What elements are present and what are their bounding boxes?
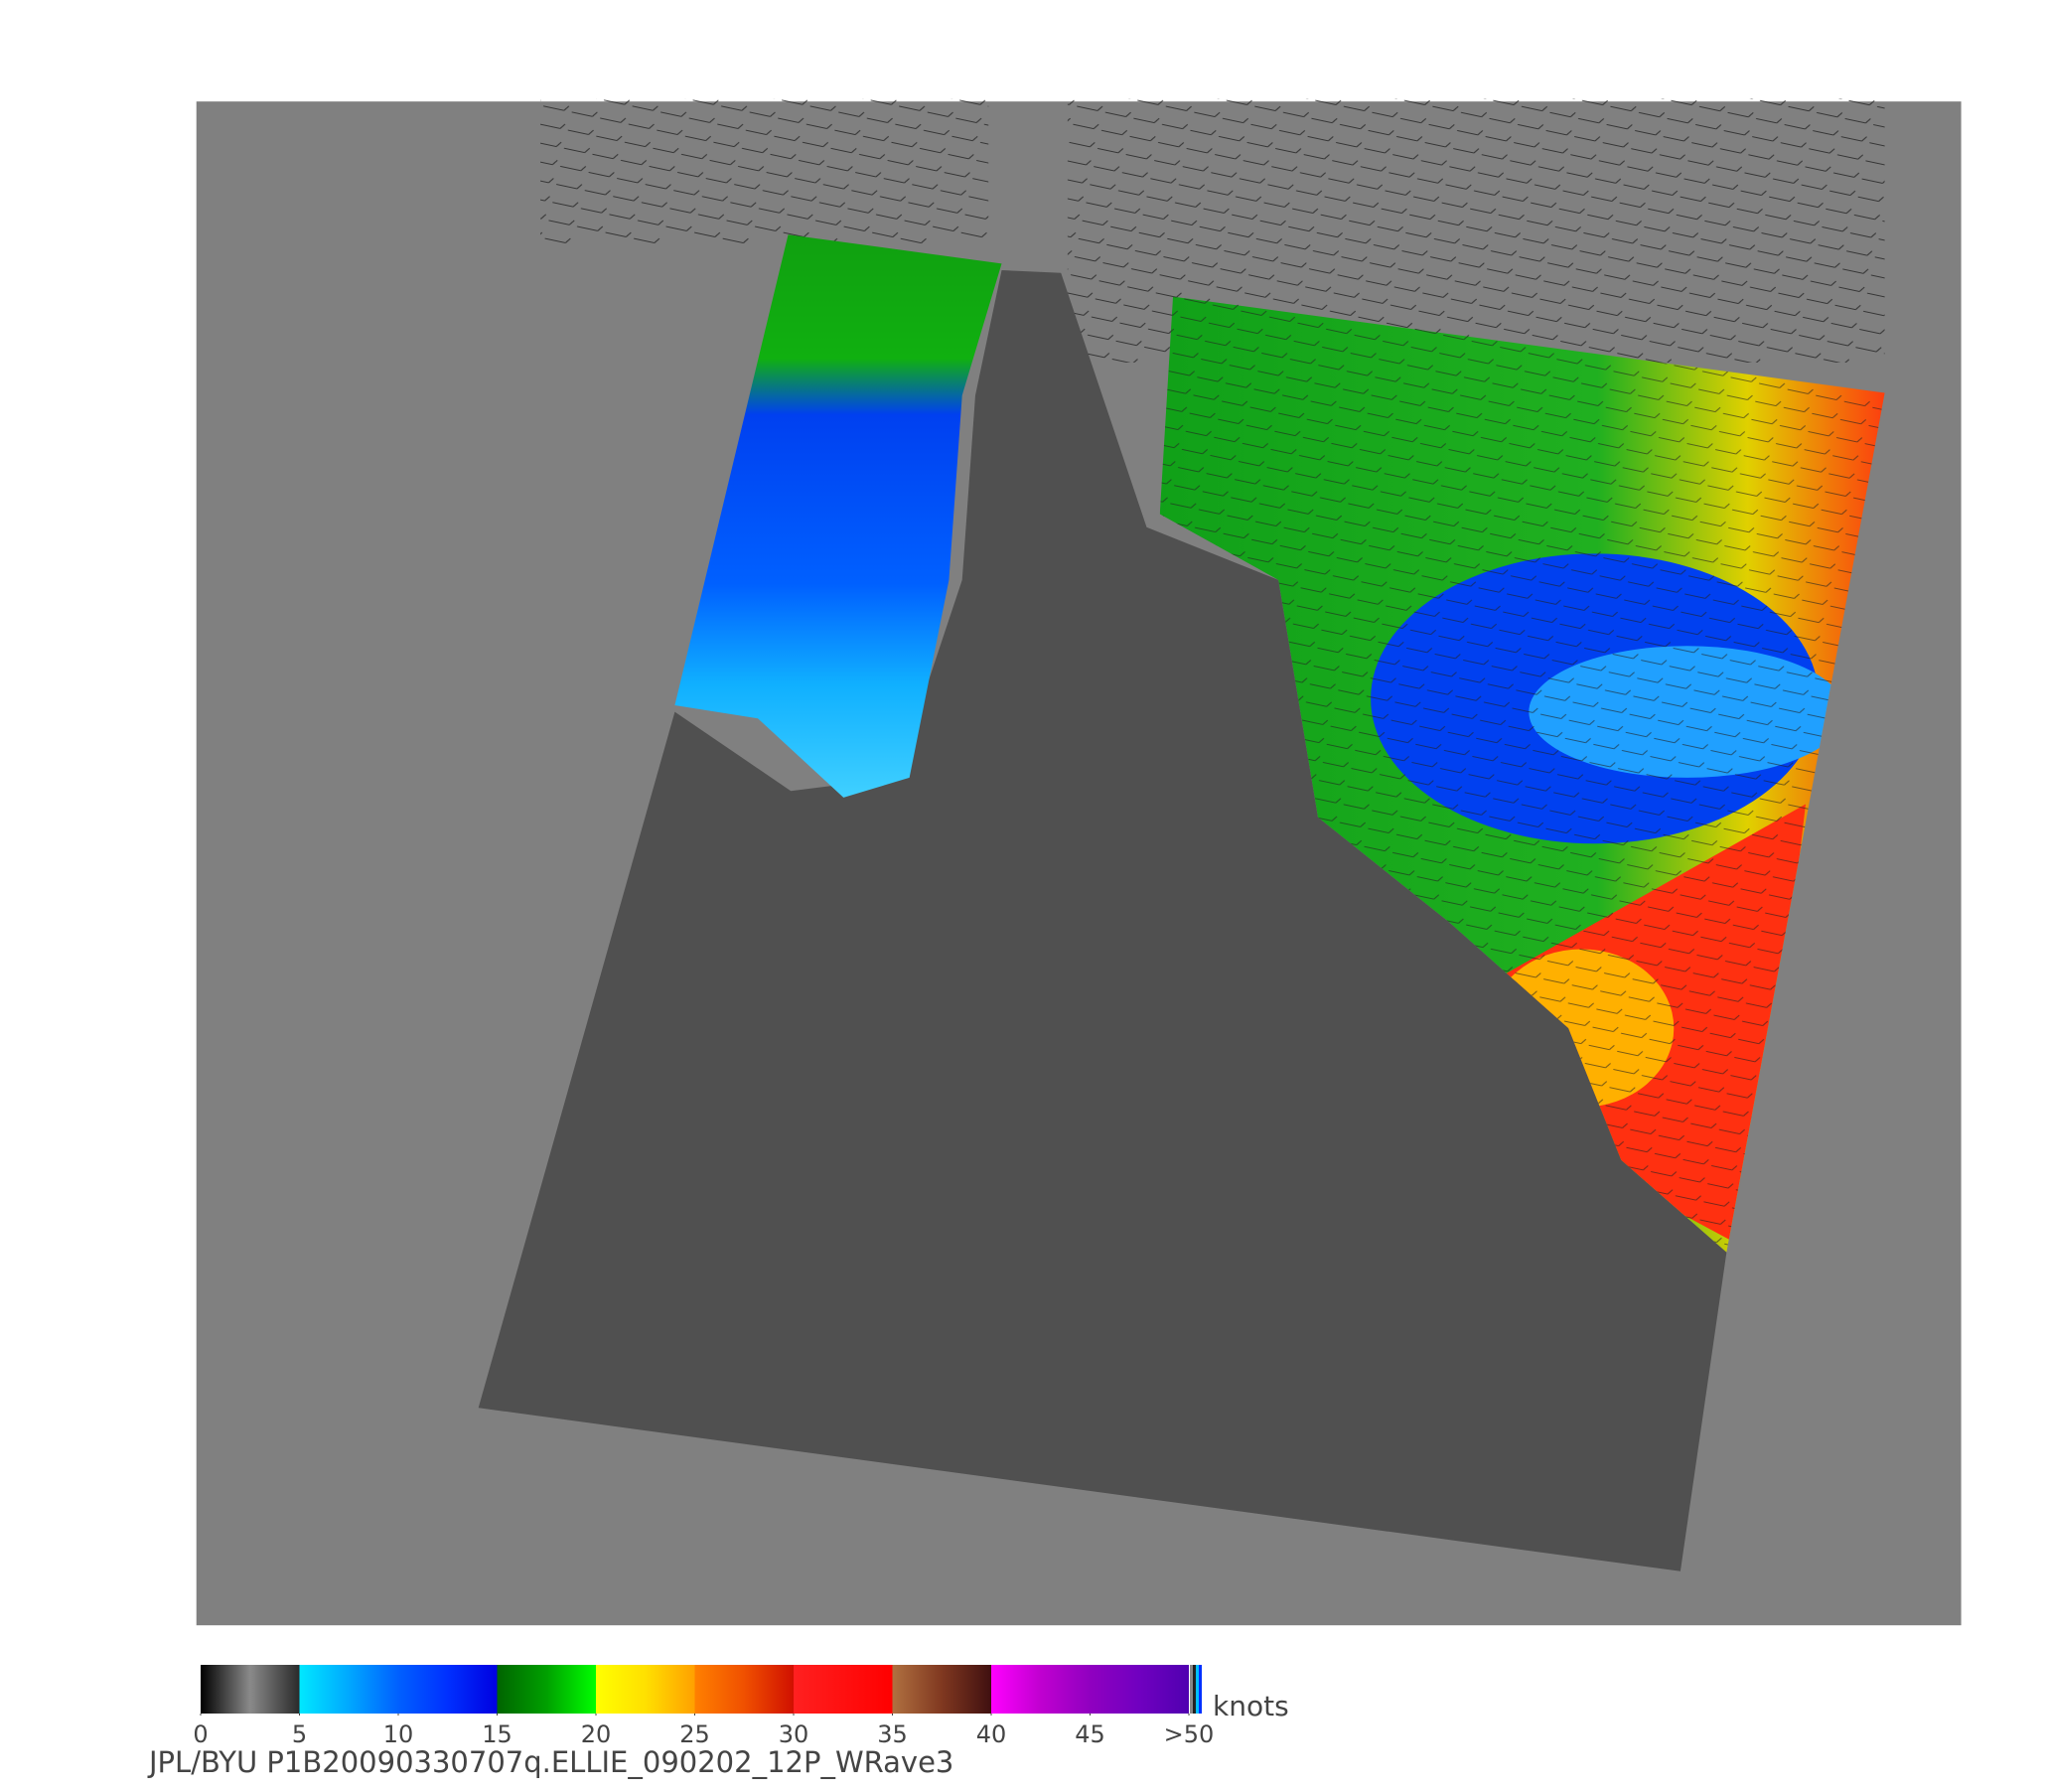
colorbar-tick-label: 10	[383, 1720, 414, 1748]
colorbar-tick-label: 0	[193, 1720, 208, 1748]
colorbar-end-stripe	[1199, 1665, 1202, 1714]
colorbar-tick-label: 15	[482, 1720, 512, 1748]
colorbar-segment	[794, 1665, 893, 1714]
land	[478, 270, 1727, 1571]
colorbar-segment	[1090, 1665, 1189, 1714]
colorbar: 0 5 10 15 20 25 30 35 40 45 >50	[193, 1665, 1214, 1748]
colorbar-tick-label: 25	[679, 1720, 710, 1748]
colorbar-end-stripe	[1193, 1665, 1196, 1714]
colorbar-tick-label: 45	[1075, 1720, 1105, 1748]
colorbar-segment	[201, 1665, 300, 1714]
colorbar-segment	[596, 1665, 695, 1714]
colorbar-unit: knots	[1213, 1690, 1289, 1722]
colorbar-tick-label: 35	[877, 1720, 908, 1748]
colorbar-end-stripe	[1196, 1665, 1199, 1714]
colorbar-segment	[694, 1665, 794, 1714]
caption: JPL/BYU P1B20090330707q.ELLIE_090202_12P…	[147, 1745, 953, 1779]
colorbar-segment	[892, 1665, 991, 1714]
ocean-wind-west	[674, 234, 1002, 798]
colorbar-segment	[398, 1665, 498, 1714]
colorbar-tick-label: >50	[1164, 1720, 1215, 1748]
colorbar-end-stripe	[1190, 1665, 1193, 1714]
colorbar-tick-label: 40	[976, 1720, 1007, 1748]
map	[196, 98, 1962, 1626]
colorbar-tick-label: 30	[779, 1720, 809, 1748]
ocean-wind-east	[1159, 296, 1885, 1253]
colorbar-segment	[299, 1665, 398, 1714]
colorbar-segment	[991, 1665, 1091, 1714]
colorbar-tick-label: 5	[292, 1720, 307, 1748]
colorbar-segment	[497, 1665, 596, 1714]
colorbar-tick-label: 20	[581, 1720, 612, 1748]
wind-barbs	[540, 98, 989, 244]
